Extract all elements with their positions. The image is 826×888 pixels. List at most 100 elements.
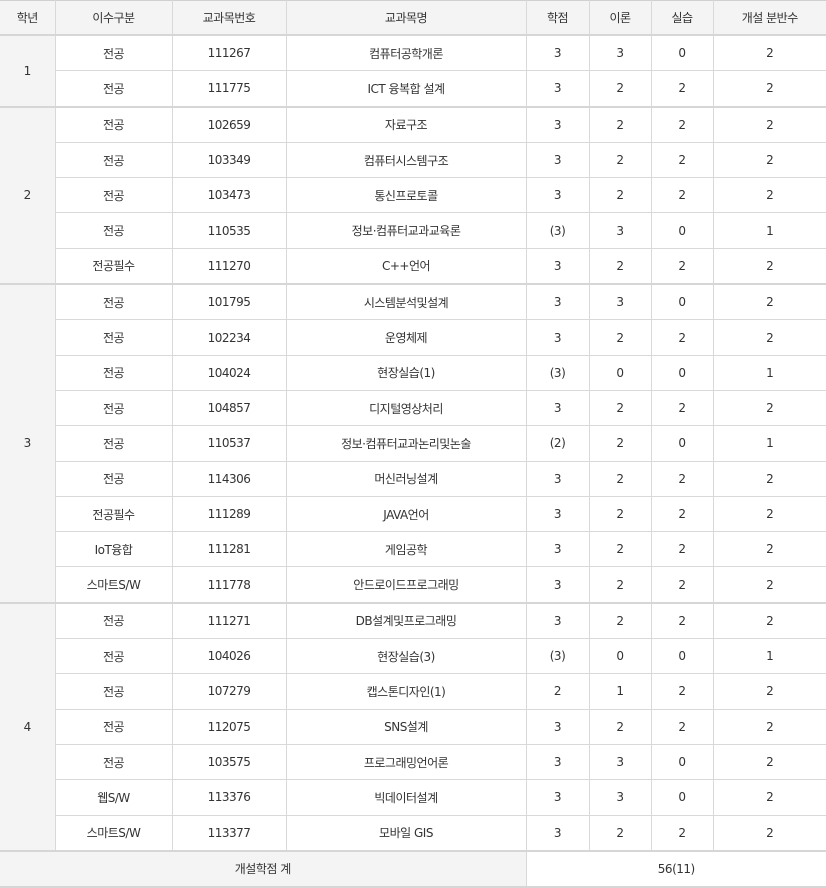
credit-cell: 3 — [525, 141, 590, 179]
table-row: 전공 112075 SNS설계 3 2 2 2 — [0, 708, 826, 745]
course-code-cell: 112075 — [171, 708, 287, 745]
sections-cell: 2 — [712, 779, 826, 816]
course-type-cell: 전공 — [54, 425, 173, 462]
theory-cell: 2 — [588, 531, 652, 568]
practice-cell: 2 — [650, 814, 714, 852]
course-type-cell: 전공 — [54, 743, 173, 781]
credit-cell: (3) — [525, 212, 590, 249]
course-name-cell: 안드로이드프로그래밍 — [285, 566, 527, 604]
course-code-cell: 111289 — [171, 495, 287, 533]
theory-cell: 2 — [588, 814, 652, 852]
theory-cell: 2 — [588, 70, 652, 108]
header-name: 교과목명 — [285, 0, 527, 36]
practice-cell: 0 — [650, 283, 714, 321]
course-name-cell: 빅데이터설계 — [285, 779, 527, 816]
practice-cell: 2 — [650, 177, 714, 214]
theory-cell: 2 — [588, 177, 652, 214]
sections-cell: 2 — [712, 247, 826, 285]
table-row: 2 전공 102659 자료구조 3 2 2 2 — [0, 105, 826, 285]
table-row: 전공 103349 컴퓨터시스템구조 3 2 2 2 — [0, 141, 826, 179]
course-name-cell: 모바일 GIS — [285, 814, 527, 852]
table-row: 전공 103473 통신프로토콜 3 2 2 2 — [0, 177, 826, 214]
sections-cell: 2 — [712, 70, 826, 108]
course-name-cell: 시스템분석및설계 — [285, 283, 527, 321]
course-name-cell: ICT 융복합 설계 — [285, 70, 527, 108]
credit-cell: 3 — [525, 70, 590, 108]
course-code-cell: 114306 — [171, 460, 287, 497]
table-row: 전공 111775 ICT 융복합 설계 3 2 2 2 — [0, 70, 826, 108]
theory-cell: 2 — [588, 708, 652, 745]
credit-cell: 3 — [525, 177, 590, 214]
theory-cell: 3 — [588, 34, 652, 72]
credit-cell: 3 — [525, 495, 590, 533]
theory-cell: 0 — [588, 354, 652, 391]
year-cell: 2 — [0, 105, 56, 285]
course-name-cell: 머신러닝설계 — [285, 460, 527, 497]
theory-cell: 0 — [588, 638, 652, 675]
header-code: 교과목번호 — [171, 0, 287, 36]
sections-cell: 1 — [712, 212, 826, 249]
total-row: 개설학점 계 56(11) — [0, 849, 826, 888]
sections-cell: 2 — [712, 460, 826, 497]
theory-cell: 2 — [588, 566, 652, 604]
header-year: 학년 — [0, 0, 56, 36]
practice-cell: 2 — [650, 389, 714, 427]
sections-cell: 2 — [712, 495, 826, 533]
credit-cell: 3 — [525, 708, 590, 745]
practice-cell: 2 — [650, 141, 714, 179]
course-type-cell: 전공 — [54, 70, 173, 108]
theory-cell: 2 — [588, 105, 652, 143]
credit-cell: 3 — [525, 460, 590, 497]
practice-cell: 0 — [650, 425, 714, 462]
course-name-cell: 정보·컴퓨터교과논리및논술 — [285, 425, 527, 462]
table-row: 전공 107279 캡스톤디자인(1) 2 1 2 2 — [0, 673, 826, 710]
table-row: IoT융합 111281 게임공학 3 2 2 2 — [0, 531, 826, 568]
theory-cell: 2 — [588, 389, 652, 427]
course-type-cell: 전공 — [54, 141, 173, 179]
header-row: 학년 이수구분 교과목번호 교과목명 학점 이론 실습 개설 분반수 — [0, 0, 826, 36]
sections-cell: 2 — [712, 531, 826, 568]
course-code-cell: 110537 — [171, 425, 287, 462]
course-code-cell: 104024 — [171, 354, 287, 391]
practice-cell: 2 — [650, 601, 714, 640]
course-type-cell: 전공 — [54, 460, 173, 497]
practice-cell: 2 — [650, 531, 714, 568]
total-label: 개설학점 계 — [0, 849, 527, 888]
theory-cell: 2 — [588, 425, 652, 462]
course-type-cell: 전공 — [54, 212, 173, 249]
sections-cell: 2 — [712, 601, 826, 640]
course-code-cell: 111267 — [171, 34, 287, 72]
credit-cell: 3 — [525, 531, 590, 568]
theory-cell: 2 — [588, 601, 652, 640]
credit-cell: 3 — [525, 247, 590, 285]
credit-cell: (3) — [525, 354, 590, 391]
credit-cell: 3 — [525, 566, 590, 604]
course-type-cell: 웹S/W — [54, 779, 173, 816]
table-row: 전공 102234 운영체제 3 2 2 2 — [0, 319, 826, 356]
course-name-cell: 현장실습(1) — [285, 354, 527, 391]
course-name-cell: 통신프로토콜 — [285, 177, 527, 214]
credit-cell: (2) — [525, 425, 590, 462]
sections-cell: 1 — [712, 425, 826, 462]
table-row: 전공 103575 프로그래밍언어론 3 3 0 2 — [0, 743, 826, 781]
credit-cell: 3 — [525, 814, 590, 852]
header-type: 이수구분 — [54, 0, 173, 36]
course-type-cell: 전공필수 — [54, 247, 173, 285]
year-cell: 4 — [0, 601, 56, 852]
course-name-cell: 프로그래밍언어론 — [285, 743, 527, 781]
course-code-cell: 104857 — [171, 389, 287, 427]
table-row: 3 전공 101795 시스템분석및설계 3 3 0 2 — [0, 283, 826, 604]
header-sections: 개설 분반수 — [712, 0, 826, 36]
course-code-cell: 101795 — [171, 283, 287, 321]
credit-cell: 3 — [525, 743, 590, 781]
header-theory: 이론 — [588, 0, 652, 36]
course-name-cell: 현장실습(3) — [285, 638, 527, 675]
sections-cell: 2 — [712, 708, 826, 745]
course-code-cell: 113377 — [171, 814, 287, 852]
practice-cell: 0 — [650, 34, 714, 72]
practice-cell: 0 — [650, 354, 714, 391]
practice-cell: 0 — [650, 779, 714, 816]
sections-cell: 2 — [712, 141, 826, 179]
sections-cell: 2 — [712, 673, 826, 710]
